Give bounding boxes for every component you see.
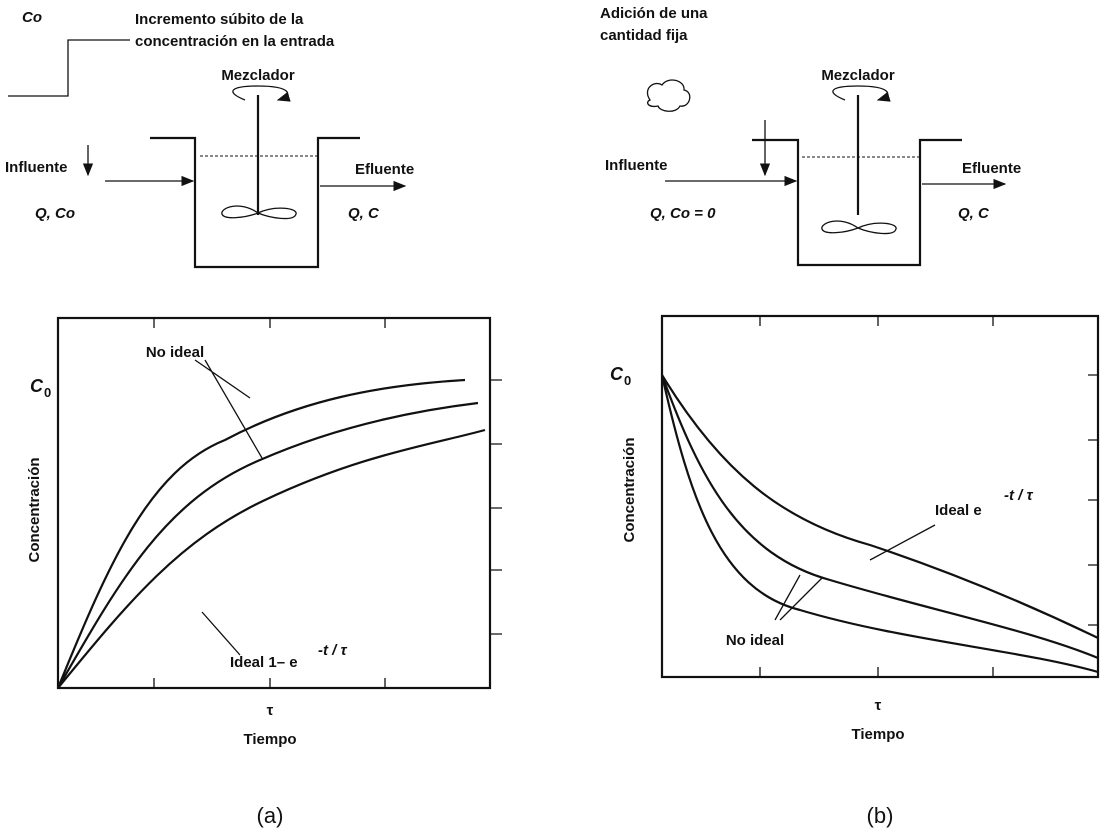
panel-a-reactor: Co Incremento súbito de la concentración… [5, 9, 414, 269]
plot-frame [56, 316, 492, 690]
panel-b-plot: Ideal e -t / τ No ideal C 0 Concentració… [610, 314, 1100, 828]
panel-a-plot: No ideal Ideal 1– e -t / τ C 0 Concentra… [26, 316, 502, 828]
curve [57, 428, 486, 689]
effluent-label: Efluente [962, 160, 1021, 177]
curve [57, 401, 479, 689]
panel-label: (a) [257, 803, 284, 828]
annotation-exponent: -t / τ [1004, 487, 1033, 504]
caption: concentración en la entrada [135, 33, 335, 50]
mixer-label: Mezclador [821, 67, 895, 84]
annotation-exponent: -t / τ [318, 642, 347, 659]
y-axis-label: Concentración [621, 437, 638, 542]
annotation: No ideal [146, 344, 204, 361]
panel-b-reactor: Adición de una cantidad fija Mezclador I… [600, 5, 1021, 267]
curve [660, 374, 1099, 660]
rotation [832, 85, 891, 102]
annotation: Ideal e [935, 502, 982, 519]
influent-label: Influente [5, 159, 68, 176]
x-tick-label: τ [875, 697, 882, 714]
annotation: No ideal [726, 632, 784, 649]
caption: cantidad fija [600, 27, 688, 44]
y-axis-label: Concentración [26, 457, 43, 562]
curve [660, 374, 1099, 674]
panel-label: (b) [867, 803, 894, 828]
step-label: Co [22, 9, 42, 26]
curve [661, 374, 1099, 639]
y-top-label: C [610, 364, 624, 384]
x-tick-label: τ [267, 702, 274, 719]
effluent-label: Efluente [355, 161, 414, 178]
influent-label: Influente [605, 157, 668, 174]
impeller [221, 205, 297, 220]
curve [56, 378, 466, 689]
inflow-label: Q, Co = 0 [650, 205, 716, 222]
y-top-sub: 0 [624, 373, 631, 388]
ticks [153, 318, 502, 688]
leader-lines [774, 524, 936, 621]
tank [150, 136, 360, 269]
cloud [646, 79, 691, 112]
plot-frame [660, 314, 1100, 679]
tank [752, 138, 962, 267]
outflow-label: Q, C [348, 205, 380, 222]
y-top-label: C [30, 376, 44, 396]
leader-lines [194, 359, 263, 656]
mixer-label: Mezclador [221, 67, 295, 84]
step-function [8, 39, 130, 97]
caption: Adición de una [600, 5, 708, 22]
impeller [821, 220, 897, 235]
annotation: Ideal 1– e [230, 654, 298, 671]
outflow-label: Q, C [958, 205, 990, 222]
rotation [232, 85, 291, 102]
x-axis-label: Tiempo [243, 731, 296, 748]
ticks [759, 316, 1098, 677]
inflow-label: Q, Co [35, 205, 75, 222]
y-top-sub: 0 [44, 385, 51, 400]
x-axis-label: Tiempo [851, 726, 904, 743]
caption: Incremento súbito de la [135, 11, 304, 28]
